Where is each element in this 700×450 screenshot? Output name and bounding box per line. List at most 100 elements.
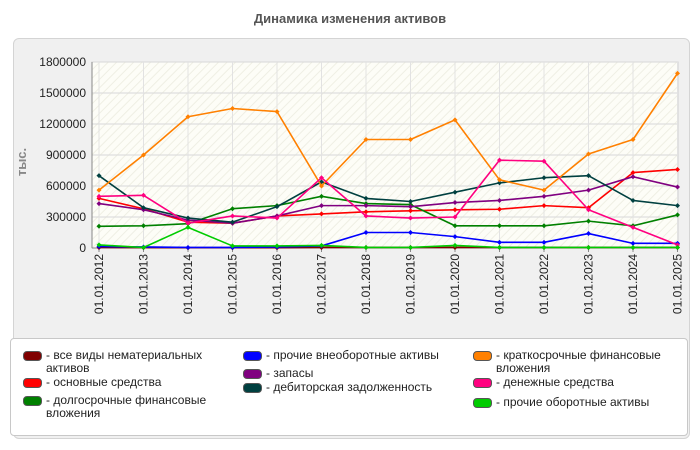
data-point [586, 151, 591, 157]
data-point [319, 183, 324, 189]
data-point [452, 242, 458, 248]
data-point [274, 215, 280, 221]
data-point [541, 175, 547, 181]
legend-item: - денежные средства [473, 376, 683, 389]
legend-dash: - [496, 375, 504, 389]
data-point [630, 224, 636, 230]
data-point [230, 206, 235, 212]
data-point [185, 224, 191, 230]
series-line [98, 231, 678, 249]
data-point [96, 223, 102, 229]
data-point [96, 187, 102, 193]
y-tick-label: 300000 [46, 210, 86, 224]
legend-swatch [473, 378, 492, 388]
legend-item: - прочие оборотные активы [473, 396, 683, 409]
x-tick-label: 01.01.2017 [315, 254, 329, 314]
data-point [230, 219, 235, 225]
legend-item: - краткосрочные финансовые вложения [473, 349, 683, 375]
data-point [541, 158, 547, 164]
y-tick-label: 0 [79, 241, 86, 255]
data-point [452, 207, 458, 213]
data-point [452, 200, 458, 206]
data-point [497, 157, 502, 163]
data-point [408, 215, 413, 221]
data-point [230, 106, 235, 111]
data-point [274, 204, 280, 210]
data-point [541, 223, 547, 229]
y-tick-label: 900000 [46, 148, 86, 162]
data-point [586, 187, 591, 193]
y-tick-label: 600000 [46, 179, 86, 193]
x-tick-label: 01.01.2021 [493, 254, 507, 314]
legend-swatch [23, 351, 42, 361]
legend-swatch [23, 396, 42, 406]
data-point [497, 177, 502, 183]
legend-swatch [243, 351, 262, 361]
data-point [96, 201, 102, 207]
x-tick-label: 01.01.2015 [226, 254, 240, 314]
y-tick-label: 1800000 [39, 55, 86, 69]
legend-swatch [473, 351, 492, 361]
data-point [675, 244, 680, 250]
x-tick-label: 01.01.2014 [181, 254, 195, 314]
x-tick-label: 01.01.2013 [137, 254, 151, 314]
legend-item: - запасы [243, 367, 463, 380]
data-point [319, 242, 324, 248]
x-tick-label: 01.01.2019 [404, 254, 418, 314]
legend-item: - все виды нематериальных активов [23, 349, 223, 375]
data-point [630, 197, 636, 203]
data-point [408, 230, 413, 235]
data-point [230, 243, 235, 249]
y-tick-label: 1500000 [39, 86, 86, 100]
data-point [630, 137, 636, 142]
data-point [141, 244, 146, 250]
data-point [586, 207, 591, 213]
data-point [630, 174, 636, 180]
data-point [408, 204, 413, 210]
data-point [675, 203, 680, 209]
data-point [586, 173, 591, 179]
data-point [586, 218, 591, 224]
data-point [452, 234, 458, 240]
x-tick-label: 01.01.2020 [448, 254, 462, 314]
data-point [630, 170, 636, 176]
data-point [363, 244, 369, 250]
legend-swatch [23, 378, 42, 388]
data-point [497, 244, 502, 250]
data-point [141, 152, 146, 158]
legend-label: дебиторская задолженность [273, 380, 433, 394]
data-point [141, 223, 146, 229]
x-tick-label: 01.01.2018 [359, 254, 373, 314]
legend-dash: - [496, 348, 504, 362]
x-tick-label: 01.01.2022 [537, 254, 551, 314]
legend-dash: - [46, 393, 54, 407]
data-point [675, 212, 680, 218]
data-point [497, 223, 502, 229]
data-point [363, 195, 369, 201]
legend-label: запасы [273, 366, 314, 380]
data-point [363, 209, 369, 215]
legend-dash: - [46, 348, 54, 362]
x-tick-label: 01.01.2023 [582, 254, 596, 314]
legend: - все виды нематериальных активов - основ… [10, 338, 688, 436]
x-tick-label: 01.01.2025 [671, 254, 685, 314]
legend-label: основные средства [53, 375, 162, 389]
series-group [96, 70, 680, 193]
legend-label: прочие оборотные активы [503, 395, 650, 409]
series-line [98, 159, 678, 246]
series-group [96, 157, 680, 248]
data-point [363, 137, 369, 142]
data-point [185, 215, 191, 221]
legend-dash: - [46, 375, 54, 389]
legend-label: денежные средства [503, 375, 614, 389]
data-point [586, 231, 591, 237]
data-point [274, 243, 280, 249]
data-point [630, 240, 636, 246]
legend-item: - долгосрочные финансовые вложения [23, 394, 233, 420]
chart-title: Динамика изменения активов [253, 11, 447, 26]
data-point [497, 197, 502, 203]
data-point [675, 166, 680, 172]
legend-label: долгосрочные финансовые вложения [46, 393, 207, 420]
data-point [319, 211, 324, 217]
